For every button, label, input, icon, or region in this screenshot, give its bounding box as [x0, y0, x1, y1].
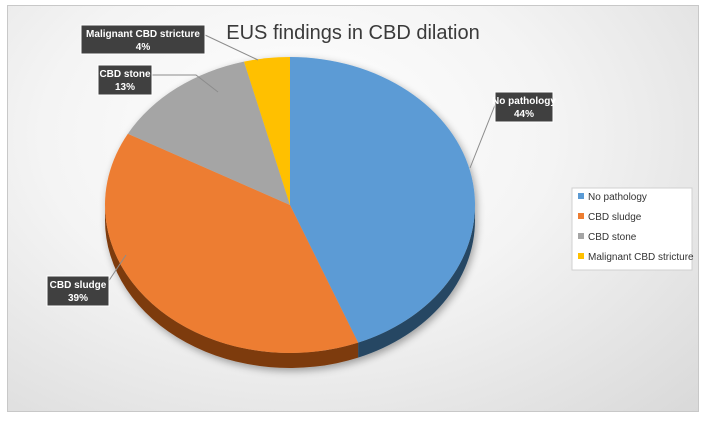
pie-slice-cbd-stone: [127, 61, 290, 206]
data-label-box-malignant-cbd-stricture: [80, 24, 206, 55]
legend-swatch-malignant-cbd-stricture: [578, 253, 584, 259]
legend-label-no-pathology: No pathology: [588, 192, 647, 203]
leader-line-no-pathology: [469, 104, 496, 169]
legend: [571, 187, 693, 271]
pie-slice-no-pathology: [290, 57, 476, 343]
data-label-value-no-pathology: 44%: [514, 109, 534, 120]
legend-label-cbd-sludge: CBD sludge: [588, 212, 642, 223]
pie-slice-cbd-sludge: [104, 133, 359, 354]
legend-label-cbd-stone: CBD stone: [588, 232, 637, 243]
data-label-box-cbd-sludge: [46, 275, 110, 307]
data-label-name-no-pathology: No pathology: [492, 96, 556, 107]
legend-swatch-cbd-stone: [578, 233, 584, 239]
leader-line-malignant-cbd-stricture: [204, 34, 259, 61]
legend-swatch-cbd-sludge: [578, 213, 584, 219]
pie-side-cbd-sludge: [105, 205, 359, 368]
data-label-value-malignant-cbd-stricture: 4%: [136, 42, 151, 53]
pie-side-no-pathology: [358, 205, 476, 358]
data-label-name-cbd-sludge: CBD sludge: [50, 280, 107, 291]
chart-title: EUS findings in CBD dilation: [226, 22, 479, 44]
legend-swatch-no-pathology: [578, 193, 584, 199]
data-label-box-no-pathology: [494, 91, 554, 123]
data-label-value-cbd-sludge: 39%: [68, 293, 88, 304]
pie-slice-malignant-cbd-stricture: [243, 57, 290, 205]
data-label-value-cbd-stone: 13%: [115, 82, 135, 93]
data-label-name-cbd-stone: CBD stone: [99, 69, 151, 80]
leader-line-cbd-stone: [152, 74, 219, 93]
data-label-box-cbd-stone: [97, 64, 153, 96]
data-label-name-malignant-cbd-stricture: Malignant CBD stricture: [86, 29, 200, 40]
legend-label-malignant-cbd-stricture: Malignant CBD stricture: [588, 252, 694, 263]
leader-line-cbd-sludge: [107, 254, 127, 283]
